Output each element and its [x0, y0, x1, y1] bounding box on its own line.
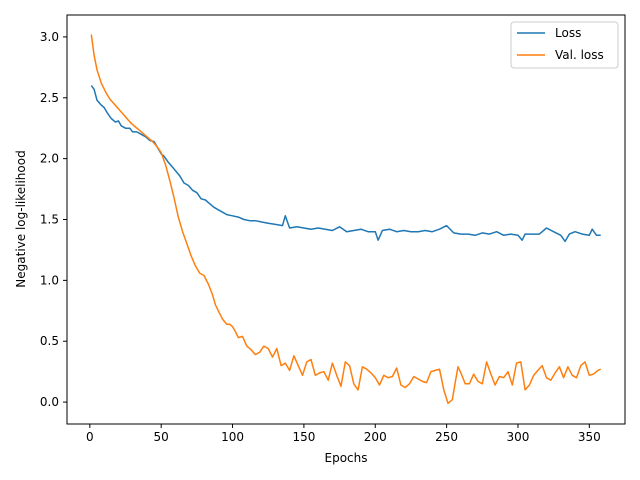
y-tick-label: 3.0 — [40, 30, 59, 44]
x-tick-label: 300 — [507, 430, 530, 444]
series-line-loss — [90, 85, 601, 243]
plot-area — [67, 15, 625, 424]
x-tick-label: 150 — [292, 430, 315, 444]
y-tick-label: 1.0 — [40, 273, 59, 287]
y-tick-label: 0.5 — [40, 334, 59, 348]
x-tick-label: 250 — [435, 430, 458, 444]
x-tick-label: 100 — [221, 430, 244, 444]
y-tick-label: 1.5 — [40, 213, 59, 227]
plot-frame — [66, 14, 626, 425]
legend-label-loss: Loss — [555, 26, 581, 40]
y-tick-label: 2.5 — [40, 91, 59, 105]
y-axis-label: Negative log-likelihood — [14, 150, 28, 287]
series-lines — [90, 34, 601, 405]
x-tick-label: 350 — [578, 430, 601, 444]
x-axis-label: Epochs — [325, 451, 368, 465]
x-tick-label: 200 — [364, 430, 387, 444]
x-tick-label: 0 — [86, 430, 94, 444]
series-line-val-loss — [90, 34, 601, 405]
x-axis-ticks: 0 50 100 150 200 250 300 350 — [86, 424, 601, 444]
y-tick-label: 2.0 — [40, 152, 59, 166]
y-axis-ticks: 0.0 0.5 1.0 1.5 2.0 2.5 3.0 — [40, 30, 67, 409]
x-tick-label: 50 — [154, 430, 169, 444]
legend: Loss Val. loss — [510, 21, 619, 69]
y-tick-label: 0.0 — [40, 395, 59, 409]
legend-label-val-loss: Val. loss — [555, 48, 604, 62]
